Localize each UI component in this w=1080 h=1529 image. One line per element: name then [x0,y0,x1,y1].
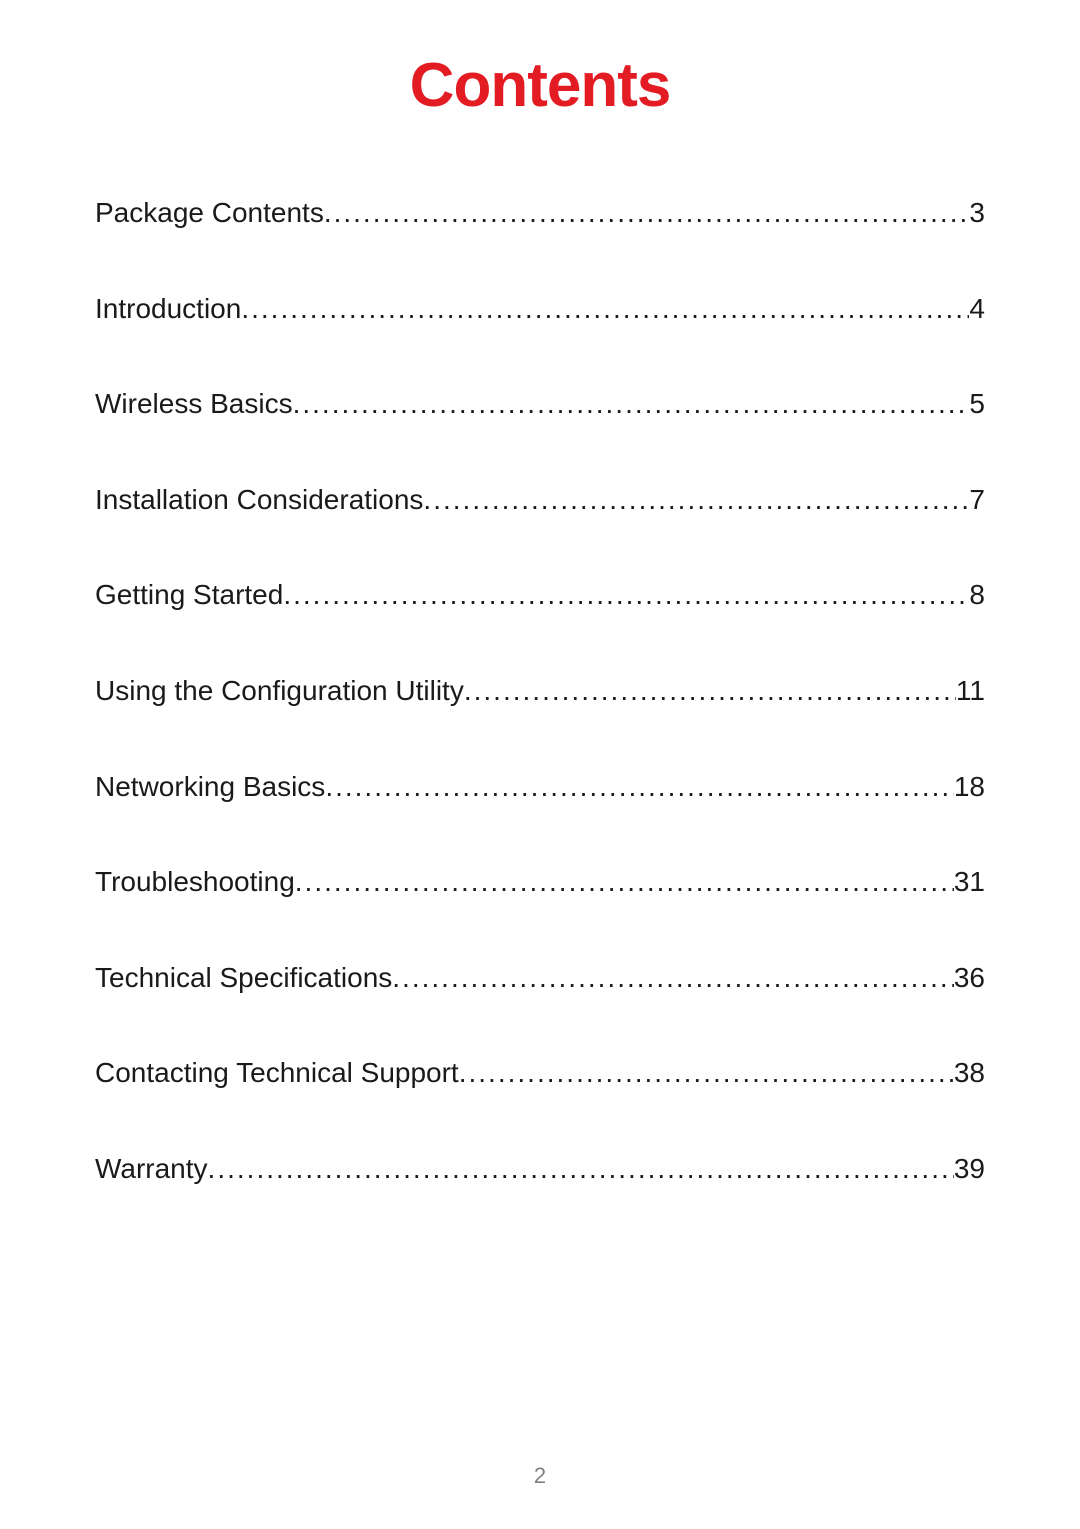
toc-entry: Contacting Technical Support 38 [95,1056,985,1090]
contents-title: Contents [95,50,985,121]
toc-page: 38 [954,1056,985,1090]
toc-entry: Troubleshooting 31 [95,865,985,899]
toc-page: 3 [969,196,985,230]
toc-label: Warranty [95,1152,208,1186]
page-number: 2 [534,1463,546,1489]
toc-dots [464,674,956,708]
toc-page: 36 [954,961,985,995]
toc-label: Installation Considerations [95,483,423,517]
toc-label: Using the Configuration Utility [95,674,464,708]
toc-label: Wireless Basics [95,387,293,421]
toc-entry: Package Contents 3 [95,196,985,230]
toc-page: 18 [954,770,985,804]
toc-dots [293,387,970,421]
toc-dots [459,1056,954,1090]
toc-label: Troubleshooting [95,865,295,899]
toc-page: 8 [969,578,985,612]
toc-page: 5 [969,387,985,421]
toc-label: Technical Specifications [95,961,392,995]
toc-label: Contacting Technical Support [95,1056,459,1090]
toc-entry: Technical Specifications 36 [95,961,985,995]
toc-entry: Using the Configuration Utility 11 [95,674,985,708]
toc-dots [241,292,969,326]
toc-entry: Networking Basics 18 [95,770,985,804]
toc-page: 7 [969,483,985,517]
toc-entry: Warranty 39 [95,1152,985,1186]
toc-label: Package Contents [95,196,324,230]
toc-page: 11 [956,674,985,708]
toc-page: 4 [969,292,985,326]
toc-dots [283,578,969,612]
toc-entry: Getting Started 8 [95,578,985,612]
toc-label: Introduction [95,292,241,326]
toc-entry: Wireless Basics 5 [95,387,985,421]
toc-page: 39 [954,1152,985,1186]
toc-entry: Installation Considerations 7 [95,483,985,517]
toc-dots [325,770,954,804]
toc-dots [208,1152,954,1186]
toc-label: Getting Started [95,578,283,612]
toc-dots [295,865,954,899]
toc-entry: Introduction 4 [95,292,985,326]
toc-dots [392,961,954,995]
toc-label: Networking Basics [95,770,325,804]
toc-dots [324,196,970,230]
toc-list: Package Contents 3 Introduction 4 Wirele… [95,196,985,1186]
toc-dots [423,483,969,517]
toc-page: 31 [954,865,985,899]
